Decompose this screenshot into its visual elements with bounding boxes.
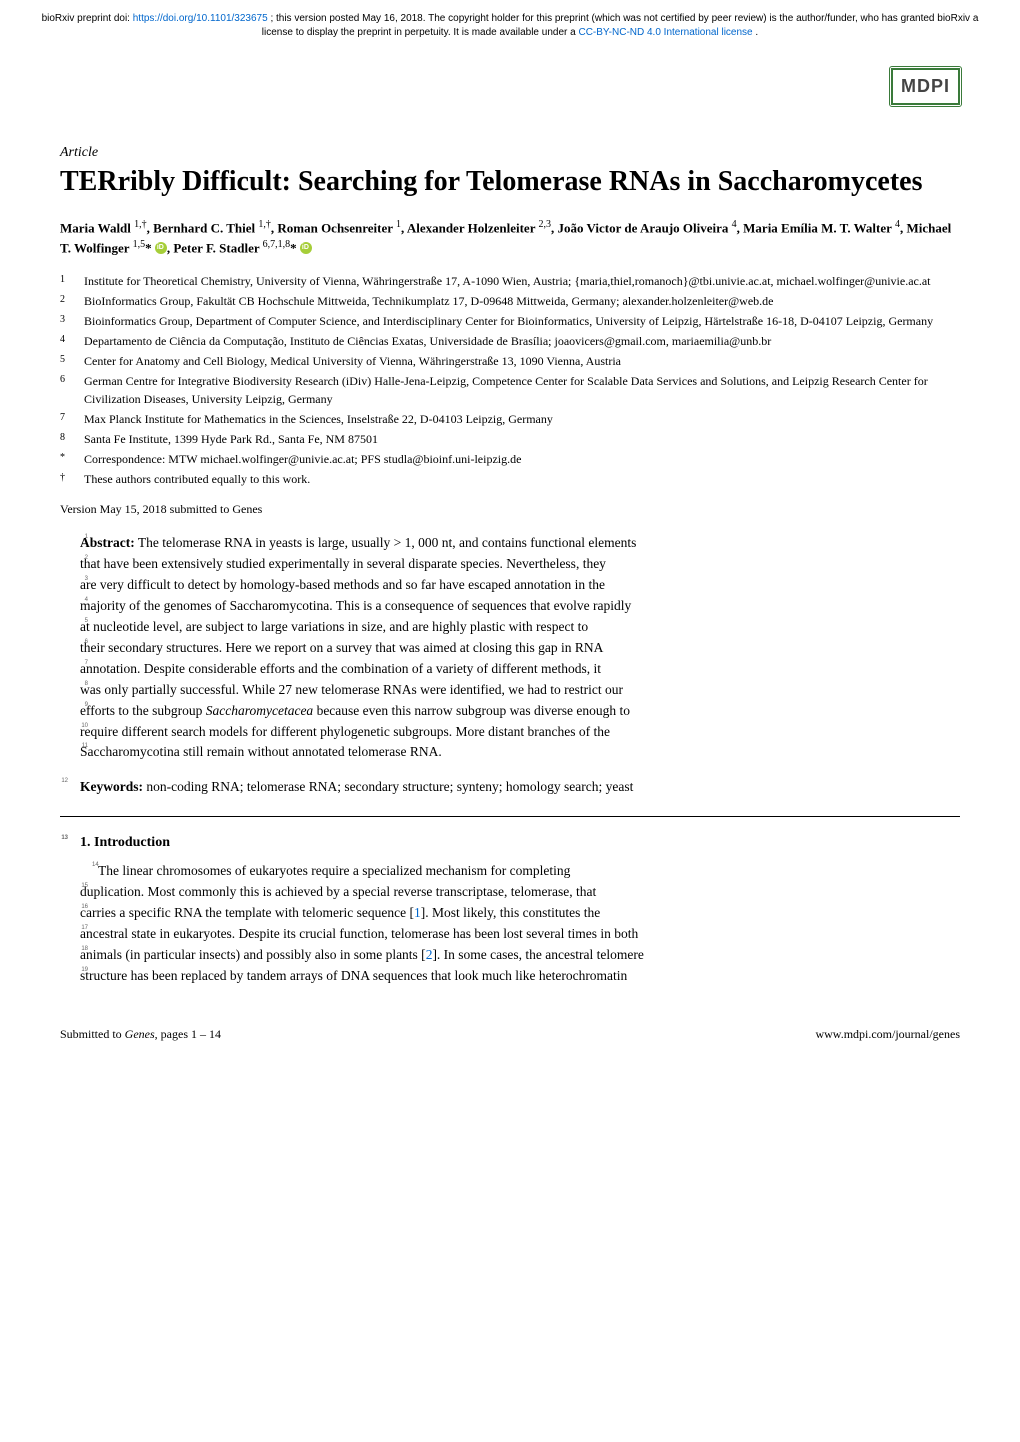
keywords-label: Keywords: [80, 779, 143, 794]
affiliation-marker: * [60, 450, 80, 465]
section-heading-text: 1. Introduction [80, 835, 170, 850]
page-footer: Submitted to Genes, pages 1 – 14 www.mdp… [0, 987, 1020, 1062]
article-title: TERribly Difficult: Searching for Telome… [60, 165, 960, 199]
section-heading: 13 1. Introduction [60, 835, 960, 851]
preprint-text-suffix: . [755, 27, 758, 38]
abstract-line: 1Abstract: The telomerase RNA in yeasts … [80, 533, 960, 554]
affiliation-item: 8Santa Fe Institute, 1399 Hyde Park Rd.,… [84, 430, 960, 448]
line-number: 13 [54, 835, 68, 841]
affiliation-item: 2BioInformatics Group, Fakultät CB Hochs… [84, 292, 960, 310]
footer-left-prefix: Submitted to [60, 1027, 125, 1041]
affiliation-marker: 3 [60, 312, 80, 327]
preprint-doi-link[interactable]: https://doi.org/10.1101/323675 [133, 13, 268, 24]
abstract-line: 7annotation. Despite considerable effort… [80, 659, 960, 680]
affiliation-marker: 1 [60, 272, 80, 287]
orcid-icon [300, 242, 312, 254]
affiliation-item: 5Center for Anatomy and Cell Biology, Me… [84, 352, 960, 370]
abstract-line: 11Saccharomycotina still remain without … [80, 742, 960, 763]
line-number: 6 [74, 638, 88, 647]
section-divider [60, 816, 960, 817]
body-paragraph: 14The linear chromosomes of eukaryotes r… [60, 861, 960, 987]
body-line: 19structure has been replaced by tandem … [80, 966, 960, 987]
abstract-line: 6their secondary structures. Here we rep… [80, 638, 960, 659]
affiliation-item: 6German Centre for Integrative Biodivers… [84, 372, 960, 408]
affiliation-item: 3Bioinformatics Group, Department of Com… [84, 312, 960, 330]
body-line: 17ancestral state in eukaryotes. Despite… [80, 924, 960, 945]
abstract-line: 8was only partially successful. While 27… [80, 680, 960, 701]
abstract-line: 2that have been extensively studied expe… [80, 554, 960, 575]
affiliation-item: 4Departamento de Ciência da Computação, … [84, 332, 960, 350]
affiliation-marker: 6 [60, 372, 80, 387]
line-number: 9 [74, 701, 88, 710]
authors-line: Maria Waldl 1,†, Bernhard C. Thiel 1,†, … [60, 217, 960, 259]
abstract-label: Abstract: [80, 535, 135, 550]
line-number: 15 [74, 882, 88, 891]
line-number: 16 [74, 903, 88, 912]
affiliation-marker: 4 [60, 332, 80, 347]
line-number: 19 [74, 966, 88, 975]
logo-container: MDPI [0, 48, 1020, 115]
body-line: 14The linear chromosomes of eukaryotes r… [80, 861, 960, 882]
line-number: 18 [74, 945, 88, 954]
submitted-line: Version May 15, 2018 submitted to Genes [60, 502, 960, 517]
abstract-line: 4majority of the genomes of Saccharomyco… [80, 596, 960, 617]
line-number: 5 [74, 617, 88, 626]
affiliation-item: †These authors contributed equally to th… [84, 470, 960, 488]
line-number: 14 [74, 861, 88, 870]
keywords: 12 Keywords: non-coding RNA; telomerase … [60, 777, 960, 798]
affiliation-item: 7Max Planck Institute for Mathematics in… [84, 410, 960, 428]
line-number: 3 [74, 575, 88, 584]
affiliations-list: 1Institute for Theoretical Chemistry, Un… [60, 272, 960, 488]
affiliation-item: *Correspondence: MTW michael.wolfinger@u… [84, 450, 960, 468]
affiliation-item: 1Institute for Theoretical Chemistry, Un… [84, 272, 960, 290]
citation-link[interactable]: 1 [414, 905, 421, 920]
preprint-license-link[interactable]: CC-BY-NC-ND 4.0 International license [578, 27, 752, 38]
line-number: 12 [54, 777, 68, 786]
citation-link[interactable]: 2 [426, 947, 433, 962]
line-number: 17 [74, 924, 88, 933]
abstract-line: 10require different search models for di… [80, 722, 960, 743]
affiliation-marker: † [60, 470, 80, 485]
affiliation-marker: 5 [60, 352, 80, 367]
body-line: 15duplication. Most commonly this is ach… [80, 882, 960, 903]
abstract: 1Abstract: The telomerase RNA in yeasts … [60, 533, 960, 763]
line-number: 10 [74, 722, 88, 731]
orcid-icon [155, 242, 167, 254]
footer-left-suffix: , pages 1 – 14 [155, 1027, 221, 1041]
main-content: Article TERribly Difficult: Searching fo… [0, 145, 1020, 987]
line-number: 1 [74, 533, 88, 542]
keywords-text: non-coding RNA; telomerase RNA; secondar… [146, 779, 633, 794]
body-line: 16carries a specific RNA the template wi… [80, 903, 960, 924]
footer-left: Submitted to Genes, pages 1 – 14 [60, 1027, 221, 1042]
body-line: 18animals (in particular insects) and po… [80, 945, 960, 966]
abstract-line: 9efforts to the subgroup Saccharomycetac… [80, 701, 960, 722]
footer-journal: Genes [125, 1027, 155, 1041]
abstract-line: 5at nucleotide level, are subject to lar… [80, 617, 960, 638]
line-number: 4 [74, 596, 88, 605]
line-number: 2 [74, 554, 88, 563]
article-type: Article [60, 145, 960, 161]
line-number: 8 [74, 680, 88, 689]
line-number: 7 [74, 659, 88, 668]
abstract-line: 3are very difficult to detect by homolog… [80, 575, 960, 596]
affiliation-marker: 7 [60, 410, 80, 425]
footer-right: www.mdpi.com/journal/genes [815, 1027, 960, 1042]
preprint-text-prefix: bioRxiv preprint doi: [42, 13, 133, 24]
affiliation-marker: 8 [60, 430, 80, 445]
mdpi-logo: MDPI [891, 68, 960, 105]
preprint-banner: bioRxiv preprint doi: https://doi.org/10… [0, 0, 1020, 48]
line-number: 11 [74, 742, 88, 751]
affiliation-marker: 2 [60, 292, 80, 307]
